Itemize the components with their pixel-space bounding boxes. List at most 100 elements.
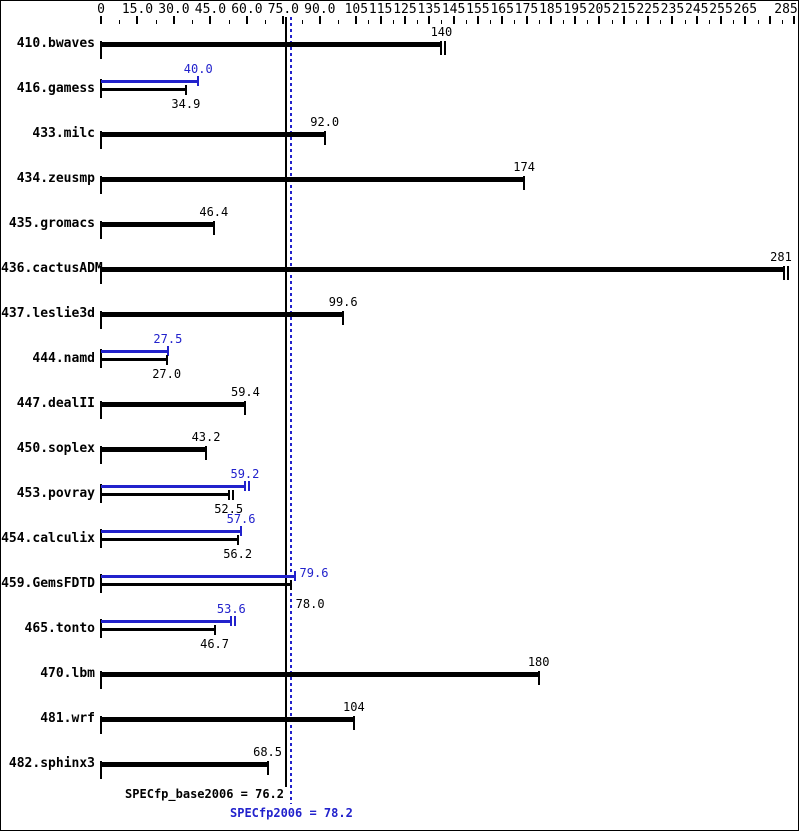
bar-start-tick: [100, 41, 102, 59]
axis-tick-label: 195: [563, 2, 587, 17]
axis-tick-label: 185: [539, 2, 563, 17]
base-bar: [101, 493, 229, 496]
base-value-label: 52.5: [214, 502, 244, 516]
axis-tick-label: 15.0: [121, 2, 154, 17]
peak-value-label: 40.0: [183, 62, 213, 76]
benchmark-label: 450.soplex: [16, 441, 95, 456]
peak-mean-label: SPECfp2006 = 78.2: [230, 806, 353, 820]
bar-start-tick: [100, 311, 102, 329]
base-value-label: 180: [527, 655, 550, 669]
bar-start-tick: [100, 716, 102, 734]
base-mean-label: SPECfp_base2006 = 76.2: [125, 787, 284, 801]
peak-bar: [101, 530, 242, 533]
axis-tick-label: 105: [344, 2, 369, 17]
bar-start-tick: [100, 401, 102, 419]
benchmark-label: 444.namd: [32, 351, 95, 366]
axis-tick-label: 0: [97, 2, 105, 17]
axis-major-tick: [379, 16, 382, 24]
base-value-label: 174: [513, 160, 535, 174]
axis-tick-label: 245: [684, 2, 709, 17]
axis-major-tick: [647, 16, 650, 24]
axis-minor-tick: [757, 20, 759, 24]
base-bar: [101, 312, 344, 317]
axis-major-tick: [282, 16, 285, 24]
axis-major-tick: [428, 16, 431, 24]
benchmark-label: 454.calculix: [1, 531, 95, 546]
base-bar: [101, 628, 215, 631]
peak-bar-end-cap: [247, 481, 250, 491]
base-value-label: 281: [770, 250, 792, 264]
peak-bar: [101, 485, 245, 488]
axis-minor-tick: [733, 20, 735, 24]
axis-major-tick: [744, 16, 747, 24]
axis-tick-label: 30.0: [158, 2, 190, 17]
base-bar: [101, 583, 291, 586]
axis-tick-label: 235: [660, 2, 685, 17]
axis-major-tick: [318, 16, 321, 24]
axis-minor-tick: [192, 20, 194, 24]
base-value-label: 46.4: [199, 205, 229, 219]
axis-major-tick: [793, 16, 795, 24]
axis-minor-tick: [587, 20, 589, 24]
base-bar-end-cap: [184, 85, 187, 95]
base-value-label: 27.0: [152, 367, 182, 381]
axis-tick-label: 225: [636, 2, 660, 17]
axis-major-tick: [403, 16, 406, 24]
base-bar: [101, 672, 539, 677]
base-value-label: 34.9: [171, 97, 201, 111]
base-bar-end-cap: [342, 311, 345, 325]
axis-minor-tick: [465, 20, 467, 24]
axis-major-tick: [100, 16, 102, 24]
peak-value-label: 79.6: [299, 566, 329, 580]
axis-major-tick: [768, 16, 771, 24]
axis-tick-label: 205: [587, 2, 612, 17]
axis-major-tick: [695, 16, 698, 24]
base-bar-end-cap: [244, 401, 247, 415]
axis-minor-tick: [611, 20, 613, 24]
axis-tick-label: 155: [466, 2, 490, 17]
axis-minor-tick: [392, 20, 394, 24]
base-bar-end-cap: [440, 41, 443, 55]
base-value-label: 92.0: [310, 115, 340, 129]
base-bar: [101, 447, 207, 452]
base-bar: [101, 267, 785, 272]
axis-minor-tick: [708, 20, 710, 24]
axis-tick-label: 215: [612, 2, 636, 17]
axis-major-tick: [209, 16, 212, 24]
peak-bar-end-cap: [234, 616, 237, 626]
axis-tick-label: 75.0: [267, 2, 300, 17]
base-bar-end-cap: [205, 446, 208, 460]
axis-major-tick: [245, 16, 248, 24]
axis-major-tick: [501, 16, 504, 24]
base-bar: [101, 402, 246, 407]
base-bar-end-cap: [266, 761, 269, 775]
base-bar: [101, 88, 186, 91]
axis-minor-tick: [265, 20, 267, 24]
base-value-label: 104: [343, 700, 365, 714]
base-bar-end-cap: [236, 535, 239, 545]
base-bar-end-cap: [165, 355, 168, 365]
axis-minor-tick: [368, 20, 370, 24]
axis-minor-tick: [417, 20, 419, 24]
benchmark-label: 433.milc: [32, 126, 95, 141]
bar-start-tick: [100, 761, 102, 779]
axis-minor-tick: [781, 20, 783, 24]
peak-bar-end-cap: [230, 616, 233, 626]
base-bar-end-cap: [227, 490, 230, 500]
base-value-label: 46.7: [200, 637, 229, 651]
axis-minor-tick: [228, 20, 230, 24]
axis-tick-label: 135: [417, 2, 441, 17]
peak-value-label: 59.2: [230, 467, 260, 481]
axis-major-tick: [720, 16, 723, 24]
base-mean-line: [285, 17, 288, 787]
peak-bar-end-cap: [240, 526, 243, 536]
axis-minor-tick: [441, 20, 443, 24]
base-bar: [101, 762, 268, 767]
base-bar-end-cap: [352, 716, 355, 730]
base-bar: [101, 222, 214, 227]
benchmark-label: 465.tonto: [24, 621, 95, 636]
base-bar: [101, 538, 238, 541]
base-bar-end-cap: [783, 266, 786, 280]
axis-major-tick: [172, 16, 175, 24]
